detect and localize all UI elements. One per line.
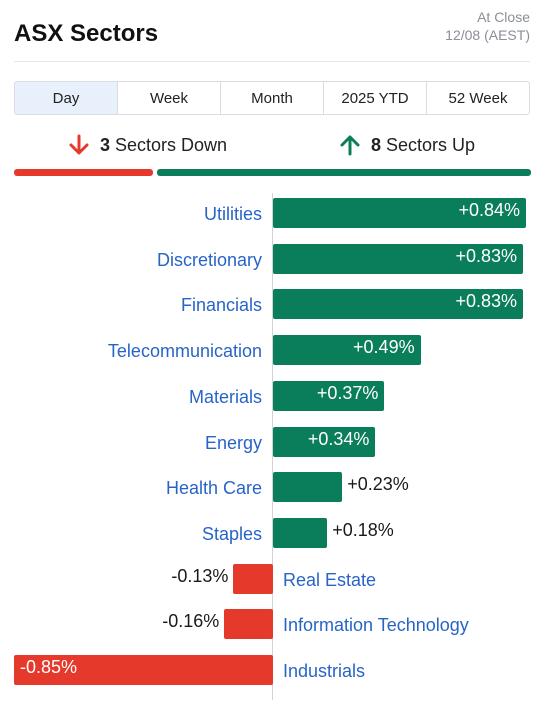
bar bbox=[273, 335, 421, 366]
bar bbox=[273, 380, 385, 411]
header-divider bbox=[14, 61, 530, 62]
data-label: -0.13% bbox=[171, 565, 229, 586]
sector-row[interactable]: Staples +0.18% bbox=[0, 517, 538, 564]
tab-week[interactable]: Week bbox=[117, 82, 220, 114]
sector-row[interactable]: Discretionary +0.83% bbox=[0, 243, 538, 290]
tab-ytd[interactable]: 2025 YTD bbox=[323, 82, 426, 114]
bar bbox=[14, 655, 273, 685]
sectors-down-summary: 3 Sectors Down bbox=[68, 134, 227, 156]
bar bbox=[273, 289, 523, 320]
sectors-down-count: 3 bbox=[100, 134, 111, 155]
bar bbox=[273, 426, 376, 457]
tab-month[interactable]: Month bbox=[220, 82, 323, 114]
as-of-date: 12/08 (AEST) bbox=[445, 27, 530, 43]
category-label[interactable]: Industrials bbox=[283, 661, 366, 681]
data-label: +0.49% bbox=[353, 337, 415, 358]
data-label: -0.16% bbox=[162, 611, 220, 632]
bar bbox=[273, 243, 523, 274]
category-label[interactable]: Energy bbox=[204, 432, 262, 453]
data-label: +0.34% bbox=[307, 428, 370, 449]
sectors-up-label: Sectors Up bbox=[386, 134, 476, 155]
sectors-down-label: Sectors Down bbox=[115, 134, 228, 155]
sector-row[interactable]: Real Estate -0.13% bbox=[0, 563, 538, 610]
data-label: +0.83% bbox=[455, 291, 517, 312]
data-label: -0.85% bbox=[20, 657, 78, 677]
category-label[interactable]: Discretionary bbox=[156, 249, 262, 270]
category-label[interactable]: Telecommunication bbox=[107, 341, 262, 362]
bar bbox=[273, 517, 328, 548]
arrow-up-icon bbox=[340, 135, 360, 156]
bar bbox=[273, 198, 526, 228]
category-label[interactable]: Health Care bbox=[165, 478, 262, 499]
sector-row[interactable]: Utilities +0.84% bbox=[0, 198, 538, 244]
bar bbox=[224, 609, 273, 640]
up-ratio-bar bbox=[157, 169, 531, 176]
sector-bar-chart: Utilities +0.84% Discretionary +0.83% Financ… bbox=[0, 190, 538, 702]
data-label: +0.37% bbox=[316, 382, 379, 403]
category-label[interactable]: Real Estate bbox=[283, 569, 377, 590]
category-label[interactable]: Financials bbox=[180, 295, 262, 316]
as-of-label: At Close bbox=[477, 9, 530, 25]
data-label: +0.23% bbox=[347, 474, 409, 495]
period-tabs: Day Week Month 2025 YTD 52 Week bbox=[14, 81, 530, 115]
tab-day[interactable]: Day bbox=[15, 82, 117, 114]
data-label: +0.18% bbox=[332, 519, 394, 540]
data-label: +0.84% bbox=[458, 200, 520, 220]
page-title: ASX Sectors bbox=[14, 20, 159, 47]
data-label: +0.83% bbox=[455, 245, 517, 266]
sector-row[interactable]: Financials +0.83% bbox=[0, 289, 538, 335]
sector-row[interactable]: Health Care +0.23% bbox=[0, 472, 538, 518]
sector-row[interactable]: Industrials -0.85% bbox=[0, 655, 538, 701]
bar bbox=[233, 563, 273, 594]
sectors-up-count: 8 bbox=[371, 134, 382, 155]
sector-row[interactable]: Information Technology -0.16% bbox=[0, 609, 538, 655]
zero-axis-line bbox=[272, 193, 273, 700]
arrow-down-icon bbox=[69, 134, 89, 155]
as-of-timestamp: At Close 12/08 (AEST) bbox=[445, 8, 530, 44]
down-ratio-bar bbox=[14, 169, 153, 176]
category-label[interactable]: Information Technology bbox=[283, 615, 469, 636]
bar bbox=[273, 472, 343, 503]
sector-row[interactable]: Telecommunication +0.49% bbox=[0, 335, 538, 381]
tab-52-week[interactable]: 52 Week bbox=[426, 82, 529, 114]
category-label[interactable]: Staples bbox=[201, 523, 262, 544]
sector-row[interactable]: Energy +0.34% bbox=[0, 426, 538, 473]
sectors-up-summary: 8 Sectors Up bbox=[339, 134, 475, 156]
sector-row[interactable]: Materials +0.37% bbox=[0, 380, 538, 427]
category-label[interactable]: Utilities bbox=[203, 204, 262, 224]
category-label[interactable]: Materials bbox=[188, 386, 262, 407]
